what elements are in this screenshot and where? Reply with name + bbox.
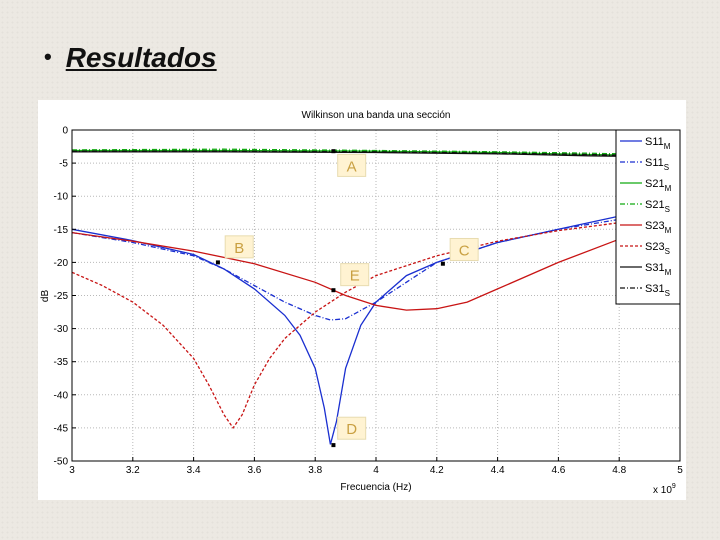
- marker-label-d: D: [346, 421, 357, 438]
- bullet-glyph: •: [44, 44, 52, 69]
- marker-point-a: [331, 149, 336, 154]
- y-tick-label: -20: [54, 258, 69, 269]
- legend-subscript: M: [664, 142, 671, 151]
- legend-name: S21: [645, 178, 665, 190]
- legend-name: S23: [645, 241, 665, 253]
- x-multiplier-text: x 10: [653, 485, 672, 496]
- legend-name: S21: [645, 199, 665, 211]
- legend-subscript: M: [665, 226, 672, 235]
- x-tick-label: 3: [69, 465, 75, 476]
- y-tick-label: -35: [54, 357, 69, 368]
- legend-label-s21-m: S21M: [645, 178, 672, 193]
- legend-label-s31-s: S31S: [645, 283, 670, 298]
- y-tick-label: -45: [54, 423, 69, 434]
- marker-point-d: [331, 443, 336, 448]
- marker-point-c: [440, 261, 445, 266]
- legend-name: S31: [645, 262, 665, 274]
- marker-box-d: [337, 416, 367, 440]
- chart-title: Wilkinson una banda una sección: [302, 110, 451, 121]
- x-tick-label: 4: [373, 465, 379, 476]
- marker-label-a: A: [347, 158, 357, 175]
- legend-subscript: S: [665, 205, 670, 214]
- y-tick-label: -25: [54, 291, 69, 302]
- series-line-s23-s: [72, 215, 680, 430]
- legend-label-s11-s: S11S: [645, 157, 669, 172]
- y-axis-label: dB: [40, 290, 51, 303]
- chart-ticks: 3 3.2 3.4 3.6 3.8 4 4.2 4.4 4.6 4.8 5 0 -5 -10 -15 -20 -…: [54, 126, 684, 477]
- y-tick-label: -10: [54, 192, 69, 203]
- marker-point-e: [331, 288, 336, 293]
- legend-box: [615, 129, 681, 305]
- chart-grid: [71, 129, 681, 462]
- legend-subscript: S: [665, 289, 670, 298]
- marker-label-e: E: [350, 268, 360, 285]
- marker-label-b: B: [234, 240, 244, 257]
- legend-name: S11: [645, 136, 664, 148]
- x-tick-label: 5: [677, 465, 683, 476]
- x-tick-label: 3.2: [126, 465, 140, 476]
- x-tick-label: 4.6: [551, 465, 565, 476]
- series-line-s23-m: [72, 222, 680, 311]
- chart-series-group: [72, 148, 680, 445]
- marker-box-b: [224, 235, 254, 259]
- x-axis-multiplier: x 109: [653, 483, 676, 496]
- legend-label-s31-m: S31M: [645, 262, 672, 277]
- slide-title-text: Resultados: [65, 42, 217, 73]
- marker-box-a: [337, 153, 367, 177]
- slide-title: • Resultados: [44, 42, 217, 74]
- legend-subscript: M: [665, 268, 672, 277]
- marker-box-e: [340, 263, 370, 287]
- x-tick-label: 3.4: [187, 465, 201, 476]
- x-tick-label: 3.6: [247, 465, 261, 476]
- series-line-s21-s: [72, 148, 680, 156]
- y-tick-label: 0: [62, 126, 68, 137]
- chart-markers-group: A B C E D: [215, 149, 479, 448]
- x-axis-label: Frecuencia (Hz): [340, 482, 411, 493]
- series-line-s11-s: [72, 212, 680, 321]
- y-tick-label: -50: [54, 457, 69, 468]
- legend-name: S31: [645, 283, 665, 295]
- legend-subscript: S: [664, 163, 669, 172]
- legend-label-s11-m: S11M: [645, 136, 671, 151]
- x-tick-label: 4.2: [430, 465, 444, 476]
- marker-box-c: [449, 237, 479, 261]
- marker-point-b: [215, 260, 220, 265]
- legend-name: S23: [645, 220, 665, 232]
- x-tick-label: 3.8: [308, 465, 322, 476]
- x-multiplier-exponent: 9: [672, 483, 676, 490]
- legend-label-s23-s: S23S: [645, 241, 670, 256]
- legend-subscript: S: [665, 247, 670, 256]
- x-tick-label: 4.4: [491, 465, 505, 476]
- y-tick-label: -15: [54, 225, 69, 236]
- y-tick-label: -30: [54, 324, 69, 335]
- x-tick-label: 4.8: [612, 465, 626, 476]
- series-line-s31-s: [72, 150, 680, 158]
- legend-label-s21-s: S21S: [645, 199, 670, 214]
- marker-label-c: C: [459, 242, 470, 259]
- legend-subscript: M: [665, 184, 672, 193]
- legend-name: S11: [645, 157, 664, 169]
- y-tick-label: -40: [54, 390, 69, 401]
- y-tick-label: -5: [59, 159, 68, 170]
- legend-label-s23-m: S23M: [645, 220, 672, 235]
